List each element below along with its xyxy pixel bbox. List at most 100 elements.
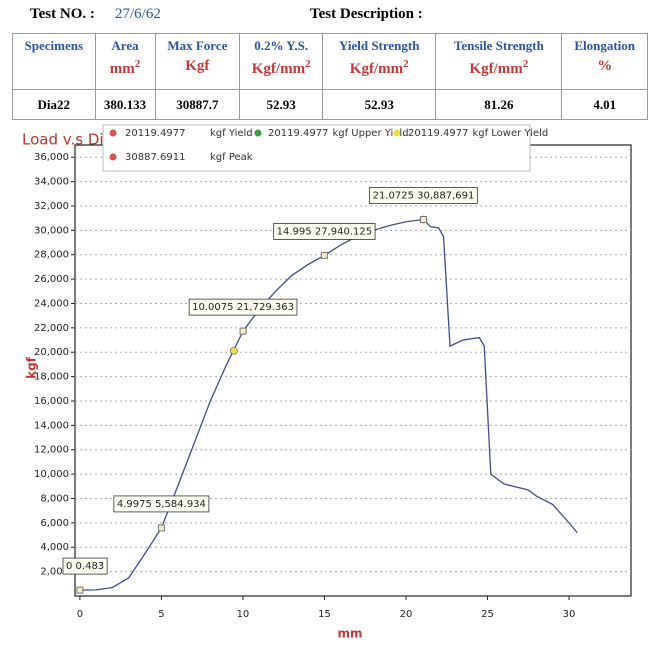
y-axis-label: kgf [25,356,39,379]
column-name: Yield Strength [338,38,420,53]
legend-swatch [109,153,117,161]
data-line [79,218,578,591]
x-tick-label: 30 [563,609,576,620]
column-header: Specimens [12,33,96,90]
column-header: Max Force Kgf [154,33,241,90]
column-header: Yield Strength Kgf/mm2 [322,33,437,90]
y-tick-label: 20,000 [34,347,69,358]
y-tick-label: 34,000 [34,177,69,188]
legend-swatch [393,129,401,137]
annotation-label: 14.995 27,940.125 [277,226,372,237]
annotation-box [62,557,108,575]
unit-exponent: 2 [134,58,141,70]
annotation: 10.0075 21,729.363 [188,298,298,316]
unit-text: Kgf/mm [469,61,523,77]
column-unit: Kgf/mm2 [323,58,435,78]
y-tick-label: 4,000 [40,542,69,553]
chart-title: Load v.s Dis [22,131,112,149]
legend-swatch [254,129,262,137]
column-name: Elongation [574,38,636,53]
column-unit: % [562,58,647,75]
unit-exponent: 2 [403,58,409,70]
x-tick-label: 5 [158,609,164,620]
legend-point [230,346,238,355]
annotation: 4.9975 5,584.934 [113,495,210,513]
test-no: 27/6/62 [115,6,161,22]
column-header: Area mm2 [94,33,156,90]
unit-exponent: 2 [305,58,311,70]
legend-value: 30887.6911 [125,152,185,163]
description-label: Test Description : [310,6,423,22]
y-tick-label: 2,000 [40,567,69,578]
column-name: Tensile Strength [453,38,544,53]
table-cell: 4.01 [561,89,648,120]
y-tick-label: 12,000 [34,445,69,456]
x-tick-label: 20 [400,609,413,620]
column-name: Max Force [167,38,228,53]
table-cell: 52.93 [322,89,437,120]
column-unit: mm2 [96,58,155,78]
column-name: 0.2% Y.S. [254,38,309,53]
column-unit: Kgf/mm2 [240,58,322,78]
annotation-marker [419,216,427,224]
annotation-label: 10.0075 21,729.363 [192,302,294,313]
column-header: 0.2% Y.S. Kgf/mm2 [239,33,324,90]
annotation: 0 0.483 [62,557,108,575]
column-name: Specimens [24,38,84,53]
unit-text: mm [109,61,135,77]
unit-text: Kgf/mm [349,61,404,77]
legend-value: 20119.4977 [125,128,185,139]
legend-value: 20119.4977 [268,128,328,139]
annotation-box [188,298,298,316]
annotation-marker [157,524,165,532]
legend-label: kgf Upper Yield [332,128,408,139]
y-tick-label: 18,000 [34,372,69,383]
y-tick-label: 36,000 [34,152,69,163]
annotation: 21.0725 30,887,691 [369,187,478,204]
annotation: 14.995 27,940.125 [273,223,376,240]
x-tick-label: 0 [77,609,83,620]
x-tick-label: 25 [481,609,494,620]
table-cell: Dia22 [12,89,96,120]
column-unit: Kgf [156,58,240,75]
annotation-box [273,223,376,240]
unit-text: Kgf/mm [251,61,306,77]
test-no-label: Test NO. : [30,6,95,22]
column-header: Elongation% [561,33,648,90]
y-tick-label: 28,000 [34,250,69,261]
y-tick-label: 22,000 [34,323,69,334]
annotation-label: 0 0.483 [66,561,104,572]
column-header: Tensile Strength Kgf/mm2 [435,33,563,90]
table-cell: 380.133 [94,89,156,120]
x-tick-label: 10 [237,609,250,620]
annotation-marker [239,327,247,335]
annotation-label: 21.0725 30,887,691 [373,191,475,202]
column-unit: Kgf/mm2 [436,58,561,78]
unit-exponent: 2 [522,58,529,70]
chart: 2,000 4,000 6,000 8,000 10,000 12,000 14,000 16… [22,124,632,641]
legend: 20119.4977 kgf Yield 20119.4977 kgf Upper Y… [102,124,548,172]
legend-value: 20119.4977 [408,128,468,139]
y-tick-label: 24,000 [34,298,69,309]
unit-text: Kgf [185,58,210,74]
results-table: Specimens Area mm2 Max Force Kgf 0.2% Y.S. Kgf… [12,33,648,120]
y-tick-label: 32,000 [34,201,69,212]
y-tick-label: 10,000 [34,469,69,480]
annotation-label: 4.9975 5,584.934 [117,499,206,510]
annotation-marker [320,251,328,259]
y-tick-label: 14,000 [34,420,69,431]
table-cell: 81.26 [435,89,563,120]
legend-label: kgf Yield [210,128,253,139]
annotation-box [113,495,210,513]
annotation-marker [76,586,84,594]
legend-swatch [109,129,117,137]
table-cell: 30887.7 [154,89,241,120]
y-tick-label: 16,000 [34,396,69,407]
y-tick-label: 30,000 [34,225,69,236]
y-tick-label: 8,000 [40,493,69,504]
table-cell: 52.93 [239,89,324,120]
y-tick-label: 26,000 [34,274,69,285]
legend-box [102,124,531,172]
x-axis-label: mm [337,627,362,641]
